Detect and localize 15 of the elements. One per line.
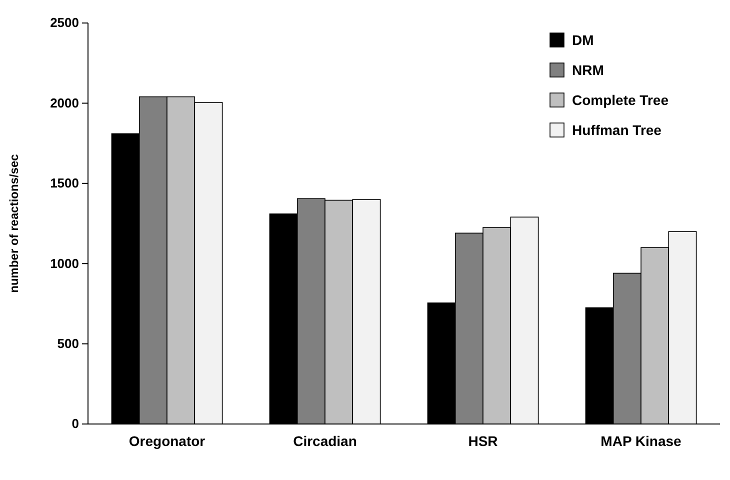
legend-label: DM (572, 32, 594, 48)
x-tick-label: Oregonator (128, 432, 206, 449)
legend-label: Huffman Tree (572, 122, 662, 138)
y-tick-label: 2500 (50, 15, 79, 30)
y-tick-label: 0 (72, 416, 79, 432)
y-tick-label: 1000 (50, 256, 79, 271)
x-tick-label: HSR (468, 432, 498, 449)
x-tick-label: MAP Kinase (600, 432, 682, 449)
x-tick-label: Circadian (293, 432, 357, 449)
legend-label: NRM (572, 62, 604, 78)
y-axis-title: number of reactions/sec (7, 154, 21, 293)
y-tick-label: 500 (57, 336, 79, 351)
y-tick-label: 1500 (50, 176, 79, 191)
legend-label: Complete Tree (572, 92, 669, 108)
y-tick-label: 2000 (50, 95, 79, 110)
